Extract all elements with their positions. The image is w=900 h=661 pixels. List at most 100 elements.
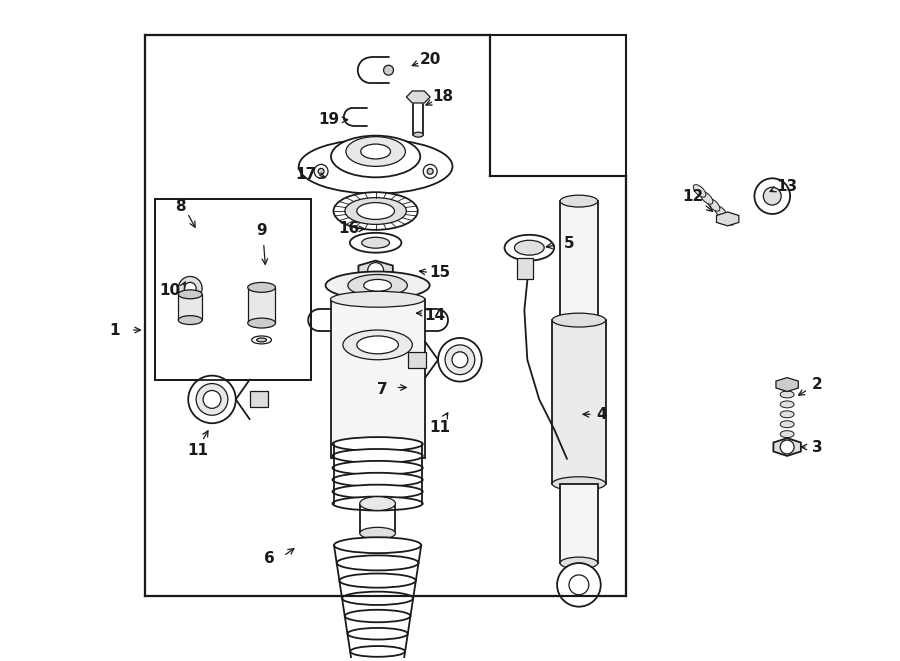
Text: 9: 9 xyxy=(256,223,267,239)
Ellipse shape xyxy=(332,473,423,486)
Ellipse shape xyxy=(780,391,794,398)
Ellipse shape xyxy=(332,485,423,498)
Circle shape xyxy=(178,276,202,300)
Text: 10: 10 xyxy=(160,283,181,298)
Ellipse shape xyxy=(348,274,408,296)
Ellipse shape xyxy=(252,336,272,344)
Ellipse shape xyxy=(356,336,399,354)
Polygon shape xyxy=(716,212,739,226)
Bar xyxy=(249,391,267,407)
Ellipse shape xyxy=(345,610,410,622)
Ellipse shape xyxy=(693,184,706,197)
Bar xyxy=(248,288,275,323)
Ellipse shape xyxy=(560,557,598,569)
Ellipse shape xyxy=(515,240,544,255)
Ellipse shape xyxy=(438,338,482,381)
Ellipse shape xyxy=(342,592,413,605)
Circle shape xyxy=(428,169,433,175)
Ellipse shape xyxy=(248,318,275,328)
Circle shape xyxy=(780,440,794,454)
Polygon shape xyxy=(776,377,798,391)
Ellipse shape xyxy=(707,199,720,212)
Text: 20: 20 xyxy=(419,52,441,67)
Circle shape xyxy=(557,563,600,607)
Ellipse shape xyxy=(560,195,598,207)
Ellipse shape xyxy=(552,313,606,327)
Circle shape xyxy=(452,352,468,368)
Ellipse shape xyxy=(188,375,236,423)
Ellipse shape xyxy=(332,437,423,451)
Ellipse shape xyxy=(413,132,423,137)
Ellipse shape xyxy=(346,137,405,167)
Text: 12: 12 xyxy=(682,188,704,204)
Ellipse shape xyxy=(722,213,734,225)
Bar xyxy=(331,299,425,458)
Circle shape xyxy=(203,391,220,408)
Text: 16: 16 xyxy=(338,221,359,237)
Text: 5: 5 xyxy=(563,236,574,251)
Circle shape xyxy=(423,165,437,178)
Bar xyxy=(560,484,598,563)
Text: 13: 13 xyxy=(777,178,797,194)
Text: 19: 19 xyxy=(319,112,339,128)
Text: 11: 11 xyxy=(429,420,451,435)
Text: 15: 15 xyxy=(429,265,451,280)
Bar xyxy=(560,201,598,320)
Ellipse shape xyxy=(332,496,423,510)
Ellipse shape xyxy=(700,192,713,204)
Ellipse shape xyxy=(256,338,266,342)
Ellipse shape xyxy=(248,282,275,292)
Ellipse shape xyxy=(299,139,453,194)
Ellipse shape xyxy=(331,136,420,177)
Ellipse shape xyxy=(345,198,407,224)
Text: 14: 14 xyxy=(425,307,446,323)
Ellipse shape xyxy=(332,461,423,475)
Circle shape xyxy=(754,178,790,214)
Circle shape xyxy=(318,169,324,175)
Circle shape xyxy=(383,65,393,75)
Ellipse shape xyxy=(334,192,418,230)
Text: 1: 1 xyxy=(110,323,120,338)
Polygon shape xyxy=(773,438,801,456)
Text: 11: 11 xyxy=(187,444,209,459)
Text: 4: 4 xyxy=(597,407,607,422)
Text: 2: 2 xyxy=(812,377,823,392)
Text: 3: 3 xyxy=(812,440,823,455)
Ellipse shape xyxy=(780,431,794,438)
Text: 18: 18 xyxy=(433,89,454,104)
Ellipse shape xyxy=(445,345,475,375)
Ellipse shape xyxy=(178,290,202,299)
Ellipse shape xyxy=(350,233,401,253)
Circle shape xyxy=(569,575,589,595)
Ellipse shape xyxy=(505,235,554,260)
Ellipse shape xyxy=(780,411,794,418)
Bar xyxy=(145,34,625,596)
Bar xyxy=(409,352,427,368)
Polygon shape xyxy=(358,260,392,280)
Ellipse shape xyxy=(330,292,425,307)
Ellipse shape xyxy=(362,237,390,248)
Ellipse shape xyxy=(364,280,392,292)
Ellipse shape xyxy=(332,449,423,463)
Ellipse shape xyxy=(560,314,598,326)
Circle shape xyxy=(763,187,781,205)
Ellipse shape xyxy=(780,401,794,408)
Text: 8: 8 xyxy=(175,198,185,214)
Ellipse shape xyxy=(334,537,421,553)
Ellipse shape xyxy=(339,574,416,588)
Text: 17: 17 xyxy=(296,167,317,182)
Ellipse shape xyxy=(780,421,794,428)
Ellipse shape xyxy=(326,272,429,299)
Text: 6: 6 xyxy=(265,551,274,566)
Ellipse shape xyxy=(715,206,727,218)
Ellipse shape xyxy=(361,144,391,159)
Ellipse shape xyxy=(343,330,412,360)
Ellipse shape xyxy=(360,527,395,539)
Ellipse shape xyxy=(350,646,405,657)
Bar xyxy=(155,199,311,379)
Ellipse shape xyxy=(347,628,408,640)
Ellipse shape xyxy=(552,477,606,490)
Bar xyxy=(552,320,606,484)
Ellipse shape xyxy=(780,381,794,388)
Ellipse shape xyxy=(178,315,202,325)
